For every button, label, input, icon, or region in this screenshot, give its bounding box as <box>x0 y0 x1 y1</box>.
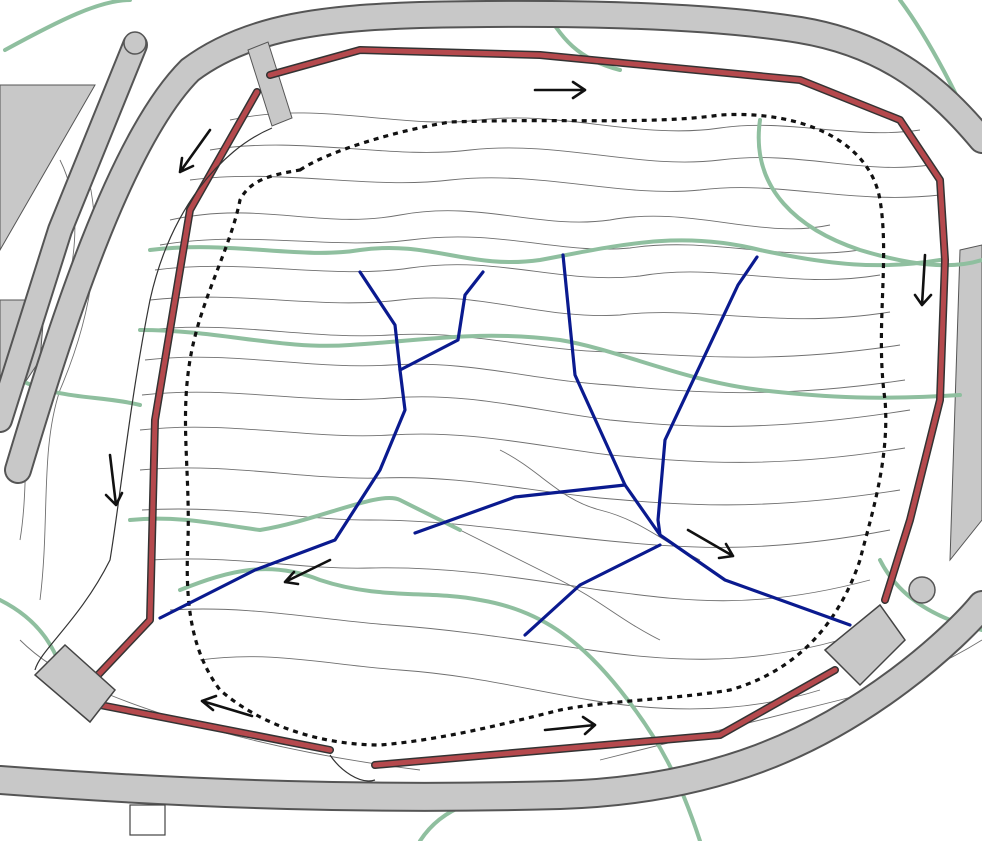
flow-arrow-north <box>533 80 587 100</box>
culvert-icon <box>908 576 936 604</box>
flow-arrow-center-right <box>686 528 735 560</box>
flow-arrow-northwest <box>178 128 212 174</box>
flow-arrow-east <box>913 253 933 307</box>
building-footprint-e <box>949 244 982 562</box>
drainage-channel-south <box>523 543 662 637</box>
contour-lines-minor <box>19 112 982 771</box>
perimeter-berm <box>94 46 949 769</box>
haul-track <box>34 127 273 671</box>
haul-track-south <box>329 754 376 782</box>
flow-arrow-west <box>104 453 124 507</box>
flow-arrows <box>104 80 933 736</box>
flow-arrow-south <box>543 715 597 736</box>
flow-arrow-southwest <box>200 694 254 718</box>
berm-end-structure-icon <box>33 603 906 724</box>
building-footprint-nw <box>0 84 96 252</box>
drainage-channel-east-branch <box>656 255 759 537</box>
drainage-channels <box>158 253 852 637</box>
culvert-icon <box>123 31 147 55</box>
drainage-channel-center <box>413 483 627 535</box>
drainage-channel-west-branch <box>398 270 485 372</box>
outfall-structure <box>129 804 166 836</box>
drainage-channel-west-main <box>158 270 407 620</box>
perimeter-road <box>0 0 982 812</box>
access-ramp-north <box>247 41 293 127</box>
flow-arrow-center-left <box>283 558 332 586</box>
